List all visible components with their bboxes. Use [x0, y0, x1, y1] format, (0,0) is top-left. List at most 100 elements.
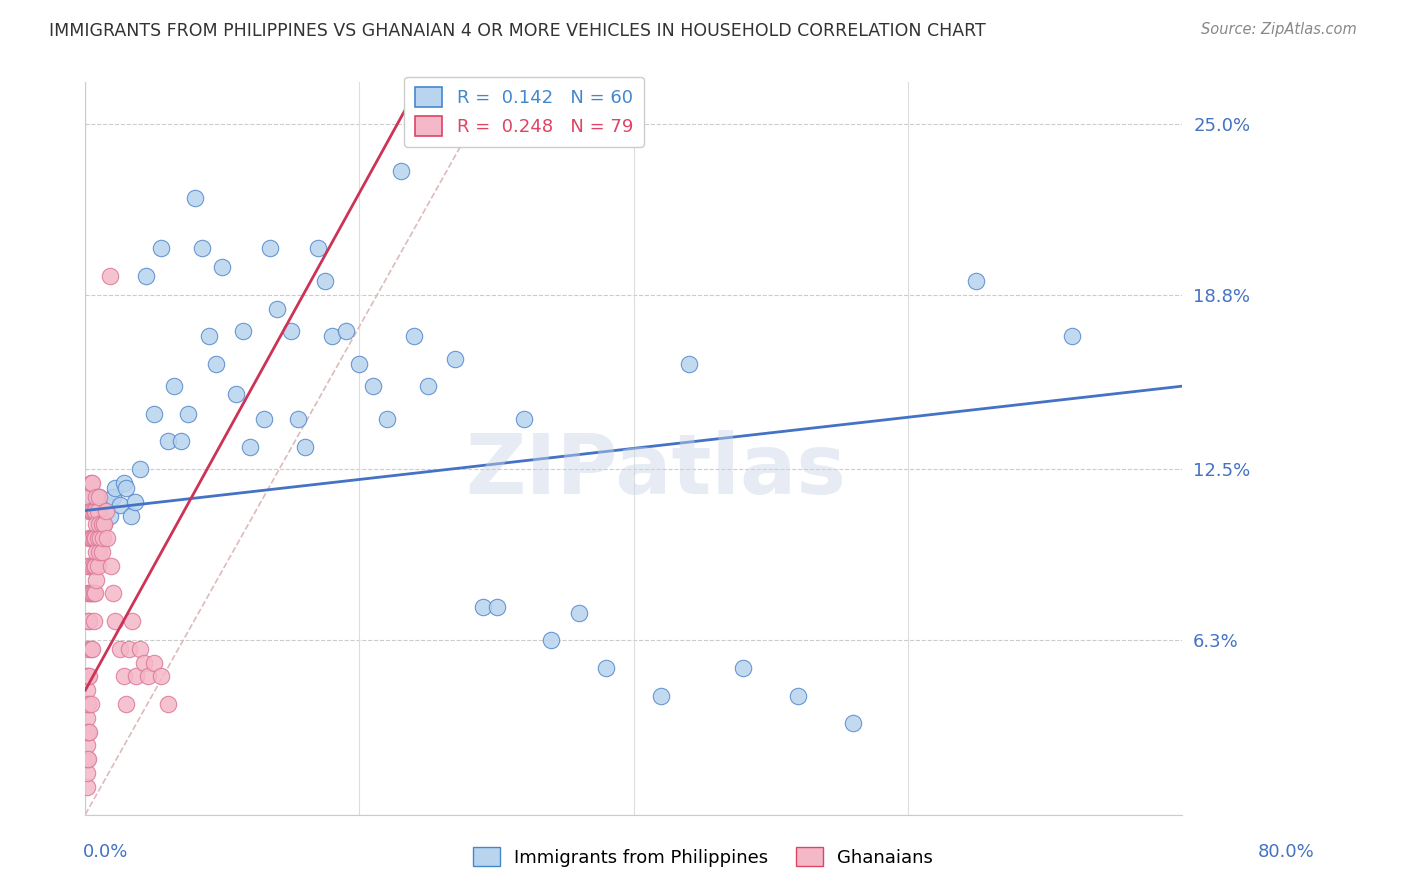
Point — [568, 606, 591, 620]
Point — [83, 558, 105, 573]
Point — [595, 661, 617, 675]
Point — [842, 716, 865, 731]
Point — [79, 531, 101, 545]
Point — [335, 324, 357, 338]
Point — [142, 407, 165, 421]
Point — [84, 573, 107, 587]
Point — [76, 739, 98, 753]
Text: 0.0%: 0.0% — [83, 843, 128, 861]
Point — [98, 509, 121, 524]
Point — [80, 503, 103, 517]
Point — [77, 558, 100, 573]
Point — [90, 545, 112, 559]
Point — [82, 503, 104, 517]
Point — [787, 689, 810, 703]
Point — [177, 407, 200, 421]
Point — [80, 531, 103, 545]
Text: ZIPatlas: ZIPatlas — [465, 430, 846, 511]
Point — [101, 586, 124, 600]
Point — [76, 752, 98, 766]
Point — [307, 241, 329, 255]
Point — [389, 163, 412, 178]
Point — [197, 329, 219, 343]
Point — [93, 517, 115, 532]
Point — [93, 517, 115, 532]
Point — [82, 490, 104, 504]
Point — [77, 724, 100, 739]
Point — [134, 656, 156, 670]
Point — [115, 697, 138, 711]
Point — [142, 656, 165, 670]
Point — [232, 324, 254, 338]
Point — [108, 498, 131, 512]
Point — [266, 301, 288, 316]
Point — [80, 475, 103, 490]
Point — [82, 586, 104, 600]
Point — [89, 531, 111, 545]
Point — [361, 379, 384, 393]
Point — [118, 641, 141, 656]
Point — [84, 490, 107, 504]
Point — [125, 669, 148, 683]
Point — [100, 558, 122, 573]
Point — [349, 357, 371, 371]
Point — [104, 614, 127, 628]
Point — [76, 780, 98, 794]
Point — [471, 600, 494, 615]
Point — [444, 351, 467, 366]
Point — [1062, 329, 1084, 343]
Point — [540, 633, 562, 648]
Point — [287, 412, 309, 426]
Point — [112, 669, 135, 683]
Point — [90, 503, 112, 517]
Point — [84, 545, 107, 559]
Legend: Immigrants from Philippines, Ghanaians: Immigrants from Philippines, Ghanaians — [465, 840, 941, 874]
Point — [77, 586, 100, 600]
Point — [138, 669, 160, 683]
Point — [82, 558, 104, 573]
Point — [86, 531, 108, 545]
Point — [294, 440, 316, 454]
Point — [82, 475, 104, 490]
Point — [104, 482, 127, 496]
Point — [80, 697, 103, 711]
Point — [211, 260, 233, 275]
Point — [83, 586, 105, 600]
Point — [76, 669, 98, 683]
Point — [149, 241, 172, 255]
Point — [76, 711, 98, 725]
Point — [120, 509, 142, 524]
Point — [84, 517, 107, 532]
Point — [280, 324, 302, 338]
Point — [79, 669, 101, 683]
Point — [79, 558, 101, 573]
Point — [204, 357, 226, 371]
Point — [82, 641, 104, 656]
Point — [83, 531, 105, 545]
Point — [259, 241, 281, 255]
Legend: R =  0.142   N = 60, R =  0.248   N = 79: R = 0.142 N = 60, R = 0.248 N = 79 — [404, 77, 644, 147]
Point — [76, 766, 98, 780]
Point — [314, 274, 336, 288]
Text: 80.0%: 80.0% — [1258, 843, 1315, 861]
Point — [83, 614, 105, 628]
Point — [82, 531, 104, 545]
Point — [86, 503, 108, 517]
Point — [156, 434, 179, 449]
Point — [108, 641, 131, 656]
Point — [83, 531, 105, 545]
Point — [98, 268, 121, 283]
Point — [83, 503, 105, 517]
Point — [121, 614, 143, 628]
Point — [112, 475, 135, 490]
Point — [252, 412, 274, 426]
Text: Source: ZipAtlas.com: Source: ZipAtlas.com — [1201, 22, 1357, 37]
Point — [965, 274, 987, 288]
Point — [76, 724, 98, 739]
Point — [135, 268, 157, 283]
Point — [79, 614, 101, 628]
Point — [80, 641, 103, 656]
Point — [76, 697, 98, 711]
Point — [375, 412, 398, 426]
Point — [77, 669, 100, 683]
